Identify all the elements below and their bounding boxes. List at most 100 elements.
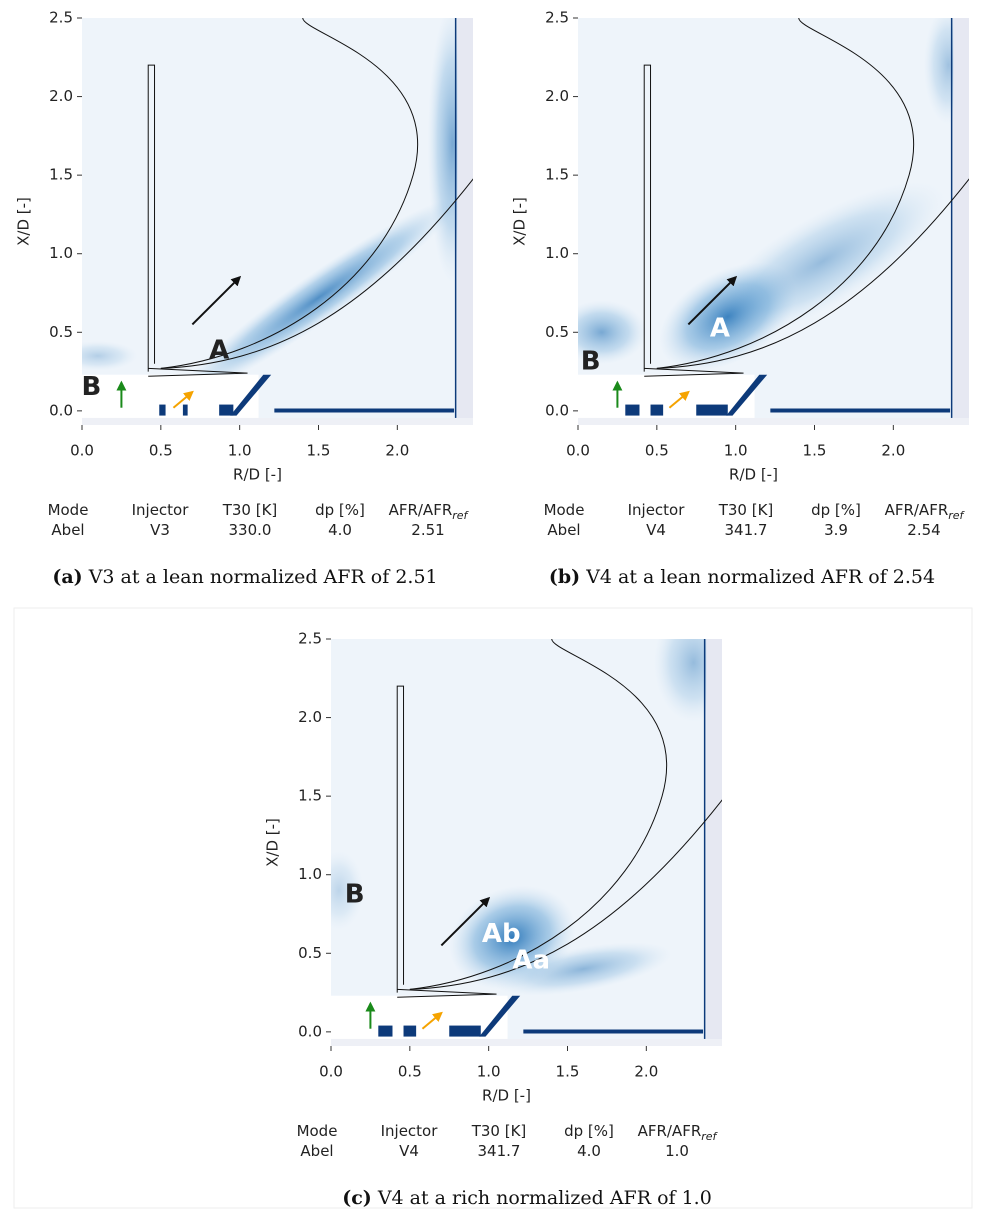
injector-block (651, 405, 664, 416)
table-cell: 4.0 (328, 521, 352, 539)
table-header: T30 [K] (471, 1122, 527, 1140)
caption-label: (c) (342, 1187, 372, 1209)
annotation: A (710, 314, 730, 344)
y-tick-label: 1.0 (49, 244, 73, 262)
annotation: A (209, 336, 229, 366)
header-text: AFR/AFR (638, 1122, 702, 1140)
header-subscript: ref (948, 509, 965, 522)
x-tick-label: 1.0 (724, 442, 748, 460)
table-cell: 330.0 (229, 521, 272, 539)
x-tick-label: 0.5 (149, 442, 173, 460)
figure: A B 0.0 0.5 1.0 1.5 2.0 0.0 0.5 1.0 1.5 2.0 2.5 R/D [… (0, 0, 984, 1216)
table-header: dp [%] (564, 1122, 614, 1140)
y-tick-label: 0.0 (49, 401, 73, 419)
table-header: Injector (381, 1122, 439, 1140)
y-tick-label: 2.0 (298, 708, 322, 726)
y-axis-label: X/D [-] (511, 197, 529, 246)
injector-block (378, 1026, 392, 1037)
inlet-region (331, 996, 508, 1046)
table-header: T30 [K] (718, 501, 774, 519)
y-tick-label: 0.5 (49, 323, 73, 341)
table-cell: 2.51 (411, 521, 444, 539)
annotation: B (581, 347, 601, 377)
header-text: T30 [K] (222, 501, 278, 519)
injector-block (625, 405, 639, 416)
table-cell: 2.54 (907, 521, 940, 539)
header-text: T30 [K] (718, 501, 774, 519)
table-header: AFR/AFRref (389, 501, 470, 522)
injector-block (696, 405, 728, 416)
x-axis-label: R/D [-] (233, 466, 282, 484)
header-text: dp [%] (564, 1122, 614, 1140)
injector-block (159, 405, 165, 416)
caption-label: (b) (549, 566, 580, 588)
y-tick-label: 2.0 (49, 87, 73, 105)
x-tick-label: 0.0 (566, 442, 590, 460)
table-cell: Abel (300, 1142, 333, 1160)
x-tick-label: 1.5 (803, 442, 827, 460)
table-cell: Abel (51, 521, 84, 539)
lower-band (82, 418, 473, 425)
header-text: T30 [K] (471, 1122, 527, 1140)
inlet-region (82, 375, 259, 425)
y-tick-label: 1.0 (545, 244, 569, 262)
outside-region (953, 18, 984, 425)
caption: (c) V4 at a rich normalized AFR of 1.0 (342, 1187, 712, 1209)
lower-band (331, 1039, 722, 1046)
table-header: AFR/AFRref (638, 1122, 719, 1143)
y-tick-label: 2.0 (545, 87, 569, 105)
header-text: Mode (544, 501, 585, 519)
table-cell: 3.9 (824, 521, 848, 539)
bottom-wall (523, 1030, 703, 1034)
table-header: Injector (132, 501, 190, 519)
caption-text: V4 at a rich normalized AFR of 1.0 (377, 1187, 712, 1209)
y-tick-label: 1.5 (49, 166, 73, 184)
annotation: B (345, 880, 365, 910)
x-tick-label: 1.0 (228, 442, 252, 460)
injector-block (183, 405, 188, 416)
table-cell: Abel (547, 521, 580, 539)
x-tick-label: 1.5 (307, 442, 331, 460)
lower-band (578, 418, 969, 425)
x-tick-label: 2.0 (634, 1063, 658, 1081)
injector-block (449, 1026, 481, 1037)
heat-region (557, 300, 647, 364)
table-header: Mode (544, 501, 585, 519)
x-tick-label: 2.0 (881, 442, 905, 460)
header-text: Injector (381, 1122, 439, 1140)
header-subscript: ref (701, 1130, 718, 1143)
caption: (a) V3 at a lean normalized AFR of 2.51 (52, 566, 437, 588)
x-tick-label: 2.0 (385, 442, 409, 460)
annotation: B (82, 372, 102, 402)
y-tick-label: 1.5 (298, 787, 322, 805)
header-subscript: ref (452, 509, 469, 522)
header-text: Injector (132, 501, 190, 519)
x-tick-label: 0.0 (319, 1063, 343, 1081)
x-tick-label: 0.5 (645, 442, 669, 460)
x-axis-label: R/D [-] (482, 1087, 531, 1105)
y-tick-label: 2.5 (298, 630, 322, 648)
table-cell: V4 (399, 1142, 419, 1160)
header-text: AFR/AFR (885, 501, 949, 519)
header-text: dp [%] (315, 501, 365, 519)
y-axis-label: X/D [-] (15, 197, 33, 246)
y-axis-label: X/D [-] (264, 818, 282, 867)
table-header: Mode (297, 1122, 338, 1140)
x-tick-label: 1.0 (477, 1063, 501, 1081)
table-header: Mode (48, 501, 89, 519)
table-cell: 1.0 (665, 1142, 689, 1160)
annotation: Ab (482, 919, 521, 949)
x-tick-label: 1.5 (556, 1063, 580, 1081)
caption-text: V3 at a lean normalized AFR of 2.51 (88, 566, 438, 588)
caption: (b) V4 at a lean normalized AFR of 2.54 (549, 566, 935, 588)
table-header: AFR/AFRref (885, 501, 966, 522)
table-cell: 341.7 (478, 1142, 521, 1160)
y-tick-label: 1.0 (298, 865, 322, 883)
x-tick-label: 0.0 (70, 442, 94, 460)
outside-region (706, 639, 984, 1046)
y-tick-label: 0.0 (298, 1022, 322, 1040)
injector-block (219, 405, 233, 416)
table-cell: 4.0 (577, 1142, 601, 1160)
bottom-wall (274, 409, 454, 413)
table-cell: V4 (646, 521, 666, 539)
